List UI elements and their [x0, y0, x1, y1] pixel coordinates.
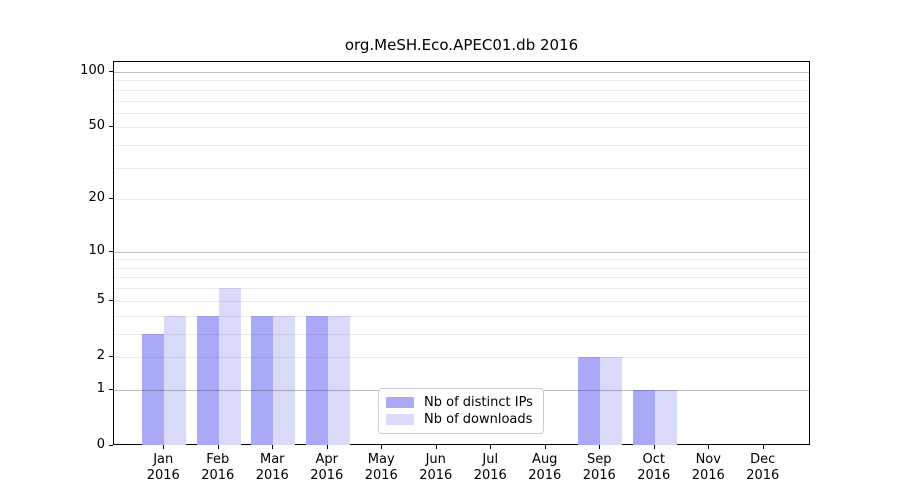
x-tick-mark	[435, 445, 437, 449]
minor-gridline	[114, 288, 809, 290]
bar-downloads-oct	[654, 389, 677, 445]
bar-downloads-sep	[600, 356, 623, 445]
legend-swatch-downloads	[386, 414, 414, 425]
minor-gridline	[114, 89, 809, 91]
x-tick-mark	[381, 445, 383, 449]
bar-downloads-jan	[164, 315, 187, 445]
minor-gridline	[114, 145, 809, 147]
minor-gridline	[114, 277, 809, 279]
y-tick-mark	[109, 126, 113, 128]
y-tick-mark	[109, 250, 113, 252]
x-tick-mark	[708, 445, 710, 449]
y-tick-mark	[109, 299, 113, 301]
x-tick-mark	[163, 445, 165, 449]
x-tick-mark	[490, 445, 492, 449]
legend-item-distinct-ips: Nb of distinct IPs	[386, 394, 535, 411]
x-tick-mark	[599, 445, 601, 449]
y-tick-label: 10	[88, 242, 105, 258]
legend-swatch-distinct-ips	[386, 397, 414, 408]
minor-gridline	[114, 267, 809, 269]
x-tick-label: Sep 2016	[582, 452, 616, 483]
major-gridline	[114, 251, 809, 253]
x-tick-label: Feb 2016	[201, 452, 235, 483]
minor-gridline	[114, 300, 809, 302]
bar-downloads-feb	[218, 288, 241, 445]
y-tick-mark	[109, 388, 113, 390]
x-tick-label: Oct 2016	[637, 452, 671, 483]
bar-distinct-ips-jan	[142, 333, 165, 445]
chart-title: org.MeSH.Eco.APEC01.db 2016	[344, 36, 579, 54]
x-tick-label: Jul 2016	[473, 452, 507, 483]
major-gridline	[114, 72, 809, 73]
minor-gridline	[114, 100, 809, 102]
legend-item-downloads: Nb of downloads	[386, 411, 535, 428]
y-tick-label: 20	[88, 190, 105, 206]
x-tick-label: Mar 2016	[255, 452, 289, 483]
legend-label-downloads: Nb of downloads	[424, 412, 533, 427]
bar-downloads-apr	[327, 315, 350, 445]
minor-gridline	[114, 199, 809, 201]
plot-area: Nb of distinct IPs Nb of downloads	[113, 61, 810, 445]
x-tick-mark	[272, 445, 274, 449]
bar-distinct-ips-oct	[632, 389, 655, 445]
x-tick-label: Apr 2016	[310, 452, 344, 483]
bar-distinct-ips-sep	[578, 356, 601, 445]
minor-gridline	[114, 112, 809, 114]
y-tick-label: 50	[88, 118, 105, 134]
x-tick-mark	[762, 445, 764, 449]
x-tick-label: Jan 2016	[146, 452, 180, 483]
y-tick-label: 5	[96, 291, 105, 307]
y-tick-label: 2	[96, 347, 105, 363]
minor-gridline	[114, 80, 809, 82]
y-tick-mark	[109, 445, 113, 446]
bar-distinct-ips-mar	[251, 315, 274, 445]
legend-label-distinct-ips: Nb of distinct IPs	[424, 395, 533, 410]
bar-downloads-mar	[273, 315, 296, 445]
minor-gridline	[114, 127, 809, 129]
x-tick-mark	[326, 445, 328, 449]
y-tick-mark	[109, 355, 113, 357]
minor-gridline	[114, 315, 809, 317]
minor-gridline	[114, 167, 809, 169]
minor-gridline	[114, 356, 809, 358]
x-tick-label: Nov 2016	[691, 452, 725, 483]
y-tick-label: 0	[96, 437, 105, 452]
legend: Nb of distinct IPs Nb of downloads	[378, 388, 544, 434]
x-tick-label: May 2016	[364, 452, 398, 483]
y-tick-mark	[109, 198, 113, 200]
minor-gridline	[114, 259, 809, 261]
bars-layer	[114, 62, 809, 445]
x-tick-mark	[544, 445, 546, 449]
x-tick-label: Jun 2016	[419, 452, 453, 483]
x-tick-label: Dec 2016	[746, 452, 780, 483]
bar-distinct-ips-feb	[196, 315, 219, 445]
y-tick-label: 1	[96, 380, 105, 396]
x-tick-mark	[653, 445, 655, 449]
minor-gridline	[114, 333, 809, 335]
y-tick-mark	[109, 71, 113, 72]
bar-distinct-ips-apr	[305, 315, 328, 445]
grid-layer	[114, 62, 809, 444]
y-tick-label: 100	[80, 63, 105, 78]
x-tick-label: Aug 2016	[528, 452, 562, 483]
x-tick-mark	[217, 445, 219, 449]
